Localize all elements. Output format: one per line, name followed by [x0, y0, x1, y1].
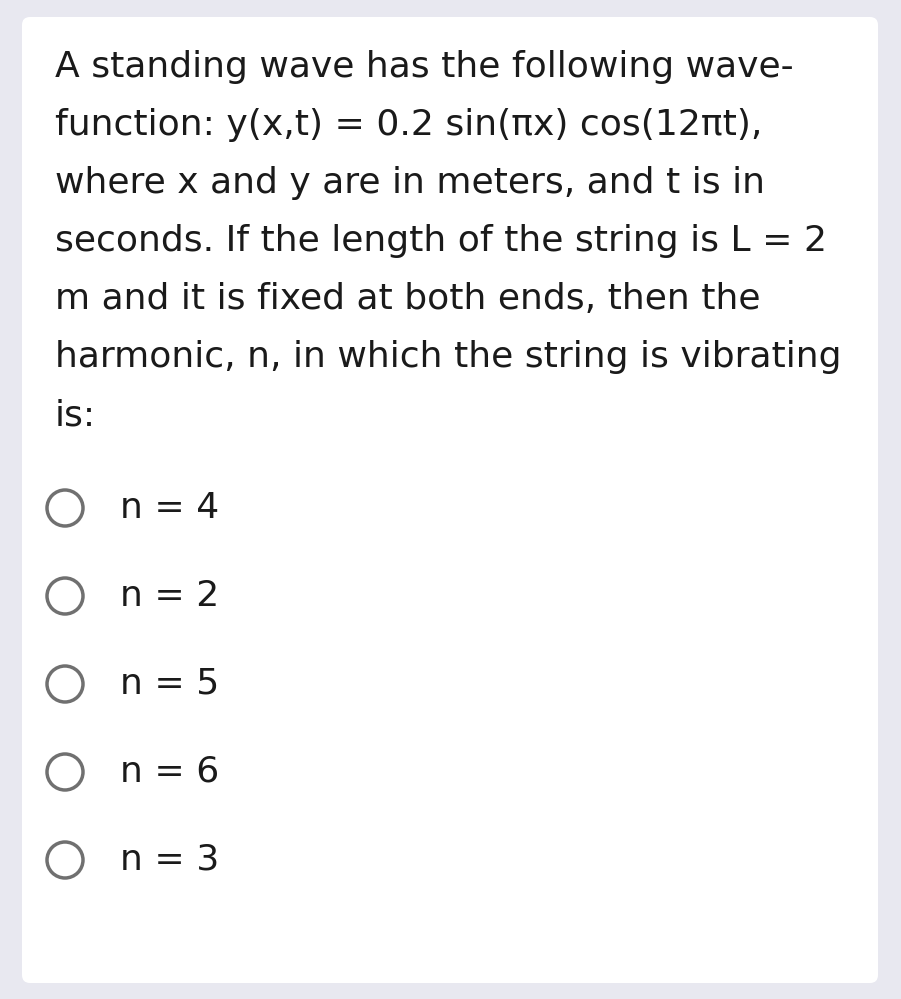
Text: function: y(x,t) = 0.2 sin(πx) cos(12πt),: function: y(x,t) = 0.2 sin(πx) cos(12πt)… [55, 108, 762, 142]
Text: where x and y are in meters, and t is in: where x and y are in meters, and t is in [55, 166, 765, 200]
Text: harmonic, n, in which the string is vibrating: harmonic, n, in which the string is vibr… [55, 340, 842, 374]
Text: seconds. If the length of the string is L = 2: seconds. If the length of the string is … [55, 224, 827, 258]
Text: is:: is: [55, 398, 96, 432]
Text: A standing wave has the following wave-: A standing wave has the following wave- [55, 50, 794, 84]
Text: n = 6: n = 6 [120, 755, 219, 789]
Text: m and it is fixed at both ends, then the: m and it is fixed at both ends, then the [55, 282, 760, 316]
Text: n = 2: n = 2 [120, 579, 219, 613]
Text: n = 5: n = 5 [120, 667, 219, 701]
Text: n = 4: n = 4 [120, 491, 219, 525]
Text: n = 3: n = 3 [120, 843, 219, 877]
FancyBboxPatch shape [22, 17, 878, 983]
